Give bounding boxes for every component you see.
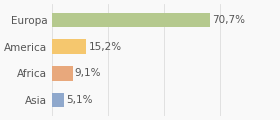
- Text: 5,1%: 5,1%: [66, 95, 92, 105]
- Bar: [52, 93, 64, 107]
- Bar: [52, 39, 86, 54]
- Bar: [52, 13, 210, 27]
- Bar: [52, 66, 73, 81]
- Text: 15,2%: 15,2%: [88, 42, 122, 52]
- Text: 70,7%: 70,7%: [213, 15, 246, 25]
- Text: 9,1%: 9,1%: [75, 68, 101, 78]
